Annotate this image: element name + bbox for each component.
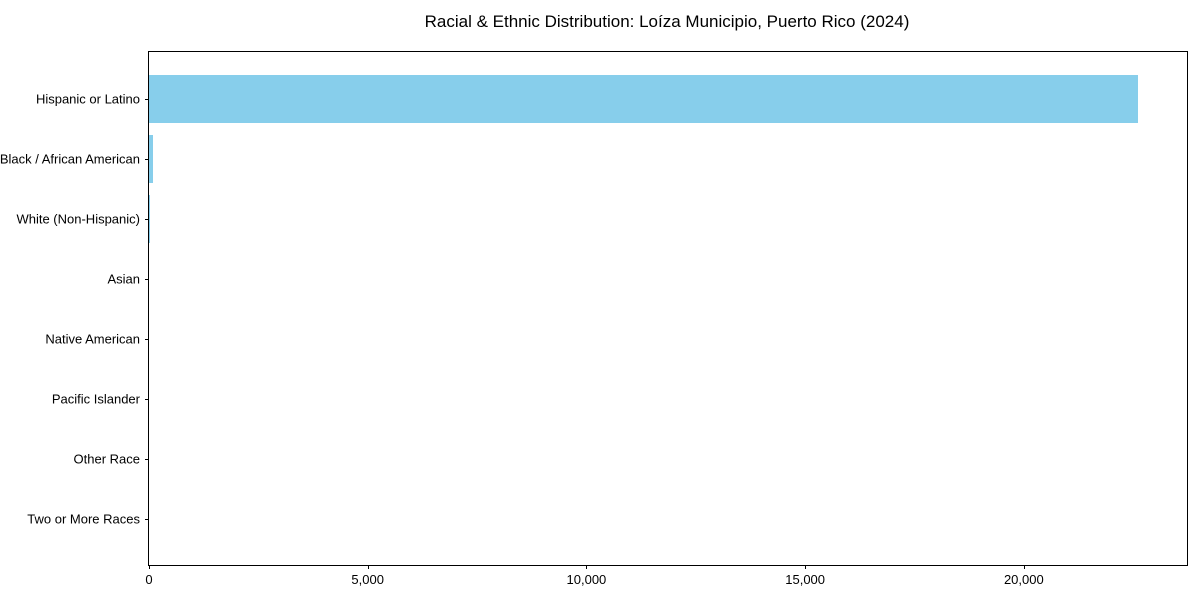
x-tick-mark xyxy=(805,565,807,569)
y-tick-mark xyxy=(145,458,149,460)
y-tick-label: Black / African American xyxy=(0,151,140,166)
x-tick-mark xyxy=(149,565,150,569)
y-tick-mark xyxy=(145,518,149,520)
y-tick-label: Other Race xyxy=(73,451,140,466)
x-tick-mark xyxy=(367,565,369,569)
bar-white-non-hispanic xyxy=(149,194,151,243)
plot-area: Hispanic or Latino Black / African Americ… xyxy=(0,51,1188,586)
y-tick-label: White (Non-Hispanic) xyxy=(16,211,140,226)
y-tick-mark xyxy=(145,278,149,280)
y-tick-mark xyxy=(145,98,149,100)
x-tick-mark xyxy=(1023,565,1025,569)
x-tick-label: 20,000 xyxy=(1003,572,1044,587)
x-tick-label: 5,000 xyxy=(351,572,384,587)
y-tick-mark xyxy=(145,338,149,340)
x-tick-label: 0 xyxy=(145,572,153,587)
chart-title: Racial & Ethnic Distribution: Loíza Muni… xyxy=(424,12,910,31)
y-tick-label: Hispanic or Latino xyxy=(35,91,140,106)
y-tick-label: Two or More Races xyxy=(27,511,140,526)
bar-hispanic-or-latino xyxy=(149,74,1138,123)
x-tick-label: 15,000 xyxy=(785,572,826,587)
y-tick-label: Native American xyxy=(45,331,140,346)
x-tick-label: 10,000 xyxy=(566,572,607,587)
y-tick-mark xyxy=(145,398,149,400)
bar-black-african-american xyxy=(149,134,154,183)
y-tick-label: Pacific Islander xyxy=(51,391,140,406)
x-tick-mark xyxy=(586,565,588,569)
y-tick-mark xyxy=(145,158,149,160)
y-tick-mark xyxy=(145,218,149,220)
y-tick-label: Asian xyxy=(107,271,140,286)
